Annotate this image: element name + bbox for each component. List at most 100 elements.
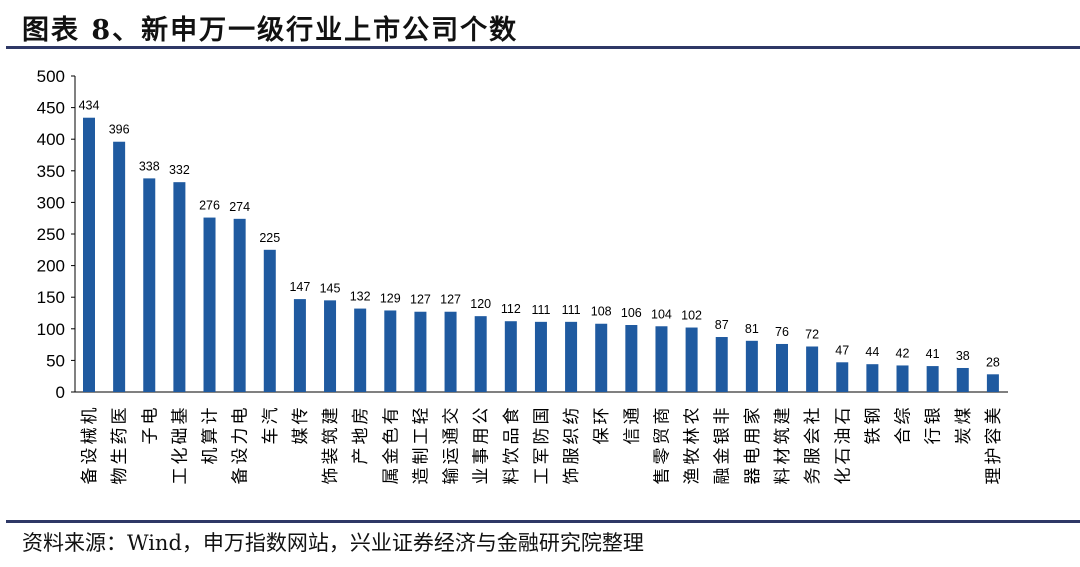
x-tick-char: 运 — [442, 448, 461, 465]
x-tick-label: 环保 — [592, 408, 611, 445]
x-tick-char: 公 — [472, 408, 491, 425]
bar — [113, 141, 126, 392]
x-tick-char: 银 — [713, 428, 732, 445]
x-tick-char: 石 — [833, 448, 852, 465]
bar — [324, 300, 337, 392]
x-tick-char: 理 — [984, 468, 1003, 485]
x-tick-char: 料 — [773, 468, 792, 485]
y-tick-label: 50 — [46, 351, 65, 370]
y-tick-label: 450 — [37, 99, 65, 118]
x-tick-char: 机 — [80, 408, 99, 425]
x-tick-char: 输 — [442, 468, 461, 485]
x-tick-char: 通 — [442, 428, 461, 445]
bar — [956, 367, 969, 392]
x-tick-char: 品 — [502, 428, 521, 445]
y-tick-label: 0 — [56, 383, 65, 402]
data-label: 120 — [470, 297, 491, 311]
x-tick-char: 产 — [351, 448, 370, 465]
x-tick-char: 务 — [803, 468, 822, 485]
x-tick-char: 织 — [562, 428, 581, 445]
x-tick-char: 会 — [803, 428, 822, 445]
x-tick-char: 渔 — [683, 468, 702, 485]
y-tick-label: 400 — [37, 130, 65, 149]
data-label: 72 — [805, 327, 819, 341]
x-tick-char: 事 — [472, 448, 491, 465]
x-tick-char: 子 — [140, 428, 159, 445]
x-tick-char: 服 — [562, 448, 581, 465]
x-tick-char: 军 — [532, 448, 551, 465]
y-tick-label: 350 — [37, 162, 65, 181]
bar — [926, 366, 939, 392]
x-tick-char: 工 — [411, 428, 430, 445]
x-tick-char: 护 — [984, 448, 1003, 465]
bar — [263, 249, 276, 392]
data-label: 42 — [896, 346, 910, 360]
data-label: 44 — [865, 345, 879, 359]
y-tick-label: 200 — [37, 257, 65, 276]
x-tick-char: 服 — [803, 448, 822, 465]
data-label: 106 — [621, 306, 642, 320]
x-tick-char: 行 — [924, 428, 943, 445]
x-tick-char: 食 — [502, 408, 521, 425]
data-label: 102 — [681, 309, 702, 323]
data-label: 38 — [956, 349, 970, 363]
x-tick-char: 通 — [622, 408, 641, 425]
x-tick-char: 电 — [743, 448, 762, 465]
x-tick-char: 纺 — [562, 408, 581, 425]
x-tick-char: 保 — [592, 428, 611, 445]
bar — [293, 299, 306, 392]
bar — [354, 308, 367, 392]
x-tick-char: 汽 — [261, 408, 280, 425]
x-tick-char: 地 — [351, 428, 370, 445]
data-label: 396 — [109, 123, 130, 137]
x-tick-char: 油 — [833, 428, 852, 445]
x-tick-char: 车 — [261, 428, 280, 445]
x-tick-char: 基 — [170, 408, 189, 425]
y-tick-label: 500 — [37, 67, 65, 86]
data-label: 87 — [715, 318, 729, 332]
x-tick-char: 色 — [381, 428, 400, 445]
data-label: 276 — [199, 199, 220, 213]
x-tick-char: 零 — [652, 448, 671, 465]
data-label: 147 — [289, 280, 310, 294]
data-label: 274 — [229, 200, 250, 214]
bottom-divider — [6, 520, 1080, 523]
bar — [625, 325, 638, 392]
x-tick-char: 电 — [140, 408, 159, 425]
bar — [173, 182, 186, 392]
x-tick-char: 工 — [532, 468, 551, 485]
y-tick-label: 100 — [37, 320, 65, 339]
x-tick-char: 国 — [532, 408, 551, 425]
x-tick-char: 设 — [231, 448, 250, 465]
x-tick-char: 售 — [652, 468, 671, 485]
x-tick-char: 饰 — [562, 468, 581, 485]
x-tick-char: 钢 — [863, 408, 882, 425]
x-tick-char: 防 — [532, 428, 551, 445]
y-tick-label: 300 — [37, 193, 65, 212]
x-tick-char: 工 — [170, 468, 189, 485]
bar — [233, 218, 246, 392]
x-tick-char: 家 — [743, 408, 762, 425]
bar — [203, 217, 216, 392]
x-tick-char: 林 — [683, 428, 702, 445]
x-tick-char: 料 — [502, 468, 521, 485]
bar — [986, 374, 999, 392]
bar — [745, 340, 758, 392]
data-label: 434 — [79, 99, 100, 113]
x-tick-char: 机 — [201, 448, 220, 465]
bar — [143, 178, 156, 392]
x-tick-char: 饮 — [502, 448, 521, 465]
x-tick-char: 器 — [743, 468, 762, 485]
title-divider — [6, 46, 1080, 49]
